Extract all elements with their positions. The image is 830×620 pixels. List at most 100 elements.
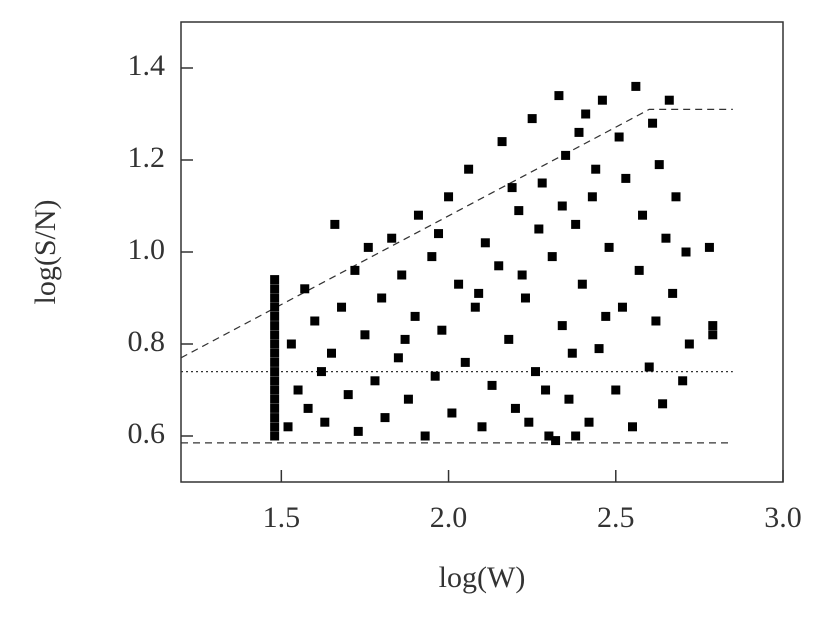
point xyxy=(638,210,648,220)
point xyxy=(430,371,440,381)
point xyxy=(300,284,310,294)
point xyxy=(350,265,360,275)
point xyxy=(704,242,714,252)
point xyxy=(574,127,584,137)
point xyxy=(557,321,567,331)
point xyxy=(487,380,497,390)
point xyxy=(571,431,581,441)
point xyxy=(270,385,280,395)
point xyxy=(400,334,410,344)
point xyxy=(393,353,403,363)
point xyxy=(310,316,320,326)
point xyxy=(651,316,661,326)
point xyxy=(337,302,347,312)
x-tick-label: 2.0 xyxy=(430,501,468,534)
x-tick-label: 1.5 xyxy=(263,501,301,534)
point xyxy=(320,417,330,427)
point xyxy=(551,436,561,446)
point xyxy=(594,344,604,354)
point xyxy=(497,137,507,147)
point xyxy=(520,293,530,303)
point xyxy=(561,150,571,160)
point xyxy=(363,242,373,252)
point xyxy=(477,422,487,432)
point xyxy=(661,233,671,243)
point xyxy=(370,376,380,386)
point xyxy=(681,247,691,257)
point xyxy=(527,114,537,124)
point xyxy=(270,339,280,349)
point xyxy=(474,288,484,298)
point xyxy=(587,192,597,202)
point xyxy=(708,321,718,331)
point xyxy=(664,95,674,105)
x-axis-label: log(W) xyxy=(439,561,526,594)
point xyxy=(270,311,280,321)
point xyxy=(380,413,390,423)
point xyxy=(611,385,621,395)
point xyxy=(437,325,447,335)
point xyxy=(270,413,280,423)
point xyxy=(617,302,627,312)
point xyxy=(420,431,430,441)
point xyxy=(708,330,718,340)
point xyxy=(444,192,454,202)
point xyxy=(387,233,397,243)
point xyxy=(270,403,280,413)
point xyxy=(671,192,681,202)
point xyxy=(567,348,577,358)
point xyxy=(270,284,280,294)
point xyxy=(581,109,591,119)
point xyxy=(494,261,504,271)
point xyxy=(427,252,437,262)
point xyxy=(577,279,587,289)
x-tick-label: 3.0 xyxy=(764,501,802,534)
point xyxy=(303,403,313,413)
point xyxy=(270,293,280,303)
point xyxy=(270,330,280,340)
point xyxy=(621,173,631,183)
point xyxy=(343,390,353,400)
point xyxy=(270,321,280,331)
point xyxy=(504,334,514,344)
y-tick-label: 0.8 xyxy=(128,325,166,358)
point xyxy=(270,357,280,367)
point xyxy=(270,348,280,358)
point xyxy=(614,132,624,142)
point xyxy=(270,275,280,285)
point xyxy=(270,422,280,432)
point xyxy=(270,302,280,312)
point xyxy=(668,288,678,298)
point xyxy=(410,311,420,321)
point xyxy=(470,302,480,312)
point xyxy=(434,229,444,239)
point xyxy=(353,426,363,436)
point xyxy=(584,417,594,427)
point xyxy=(537,178,547,188)
point xyxy=(327,348,336,358)
point xyxy=(377,293,387,303)
point xyxy=(631,81,641,91)
point xyxy=(591,164,601,174)
point xyxy=(316,367,326,377)
point xyxy=(564,394,574,404)
point xyxy=(684,339,694,349)
plot-frame xyxy=(180,21,784,483)
point xyxy=(628,422,637,432)
point xyxy=(601,311,611,321)
point xyxy=(648,118,658,128)
point xyxy=(293,385,303,395)
point xyxy=(634,265,644,275)
point xyxy=(544,431,554,441)
y-axis-label: log(S/N) xyxy=(29,200,62,305)
point xyxy=(604,242,614,252)
point xyxy=(464,164,474,174)
point xyxy=(330,219,340,229)
point xyxy=(360,330,370,340)
point xyxy=(447,408,457,418)
point xyxy=(270,431,280,441)
point xyxy=(270,367,280,377)
point xyxy=(270,394,280,404)
